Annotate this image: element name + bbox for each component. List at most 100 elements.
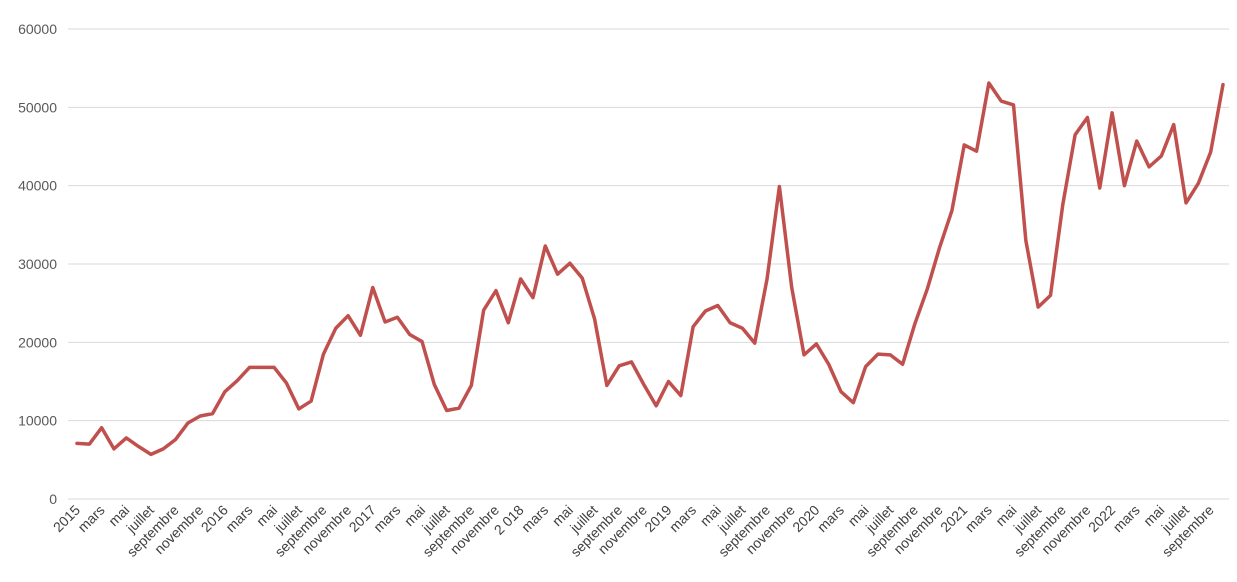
data-point <box>753 341 757 345</box>
data-point <box>174 437 178 441</box>
data-point <box>728 321 732 325</box>
data-point <box>1110 111 1114 115</box>
x-tick-label: 2021 <box>937 502 970 535</box>
data-point <box>531 296 535 300</box>
data-point <box>543 244 547 248</box>
data-point <box>556 272 560 276</box>
data-point <box>124 436 128 440</box>
data-point <box>297 407 301 411</box>
data-point <box>851 401 855 405</box>
data-point <box>839 390 843 394</box>
y-tick-label: 60000 <box>18 21 57 37</box>
data-point <box>876 352 880 356</box>
data-point <box>679 394 683 398</box>
x-tick-label: mars <box>1110 502 1143 535</box>
x-tick-label: 2019 <box>641 502 674 535</box>
data-point <box>469 383 473 387</box>
data-point <box>272 365 276 369</box>
data-point <box>346 314 350 318</box>
x-tick-label: mars <box>962 502 995 535</box>
data-point <box>765 277 769 281</box>
gridlines <box>68 28 1229 500</box>
data-point <box>198 414 202 418</box>
data-point <box>408 333 412 337</box>
y-tick-label: 30000 <box>18 256 57 272</box>
data-point <box>864 365 868 369</box>
data-point <box>506 321 510 325</box>
y-tick-label: 20000 <box>18 334 57 350</box>
data-point <box>666 380 670 384</box>
series-line <box>75 81 1225 457</box>
data-point <box>420 340 424 344</box>
data-point <box>149 452 153 456</box>
data-point <box>814 342 818 346</box>
x-tick-label: mars <box>222 502 255 535</box>
data-point <box>642 383 646 387</box>
data-point <box>1048 293 1052 297</box>
x-axis-ticks: 2015marsmaijuilletseptembrenovembre2016m… <box>50 502 1217 560</box>
data-point <box>617 364 621 368</box>
y-tick-label: 40000 <box>18 178 57 194</box>
data-point <box>112 447 116 451</box>
data-point <box>777 184 781 188</box>
data-point <box>1184 201 1188 205</box>
y-tick-label: 50000 <box>18 99 57 115</box>
data-point <box>802 353 806 357</box>
data-point <box>519 277 523 281</box>
data-point <box>568 261 572 265</box>
data-point <box>1085 116 1089 120</box>
data-point <box>248 365 252 369</box>
data-point <box>962 143 966 147</box>
x-tick-label: mars <box>370 502 403 535</box>
data-point <box>309 399 313 403</box>
x-tick-label: mars <box>518 502 551 535</box>
data-point <box>432 383 436 387</box>
data-point <box>260 365 264 369</box>
data-point <box>1036 305 1040 309</box>
data-point <box>1221 83 1225 87</box>
data-point <box>334 326 338 330</box>
data-point <box>740 326 744 330</box>
data-point <box>827 362 831 366</box>
data-point <box>1147 165 1151 169</box>
y-tick-label: 0 <box>49 491 57 507</box>
x-tick-label: 2016 <box>198 502 231 535</box>
x-tick-label: mars <box>814 502 847 535</box>
data-point <box>703 309 707 313</box>
data-point <box>75 441 79 445</box>
data-point <box>950 209 954 213</box>
data-point <box>371 286 375 290</box>
data-point <box>445 408 449 412</box>
data-point <box>888 353 892 357</box>
x-tick-label: 2020 <box>789 502 822 535</box>
data-point <box>358 333 362 337</box>
data-point <box>1172 123 1176 127</box>
x-tick-label: 2017 <box>346 502 379 535</box>
data-point <box>1159 154 1163 158</box>
data-point <box>716 304 720 308</box>
data-point <box>1098 186 1102 190</box>
x-tick-label: 2022 <box>1085 502 1118 535</box>
data-point <box>482 308 486 312</box>
data-point <box>654 404 658 408</box>
data-point <box>211 412 215 416</box>
y-axis-ticks: 0 10000 20000 30000 40000 50000 60000 <box>18 21 57 507</box>
data-point <box>593 317 597 321</box>
y-tick-label: 10000 <box>18 413 57 429</box>
data-point <box>321 352 325 356</box>
x-tick-label: mars <box>74 502 107 535</box>
data-point <box>1061 202 1065 206</box>
data-point <box>223 390 227 394</box>
data-point <box>1024 239 1028 243</box>
x-tick-label: mars <box>666 502 699 535</box>
data-point <box>938 246 942 250</box>
data-point <box>630 360 634 364</box>
data-point <box>284 381 288 385</box>
series-layer <box>75 81 1225 457</box>
data-point <box>913 322 917 326</box>
data-point <box>925 287 929 291</box>
data-point <box>137 445 141 449</box>
data-point <box>1196 181 1200 185</box>
data-point <box>161 447 165 451</box>
